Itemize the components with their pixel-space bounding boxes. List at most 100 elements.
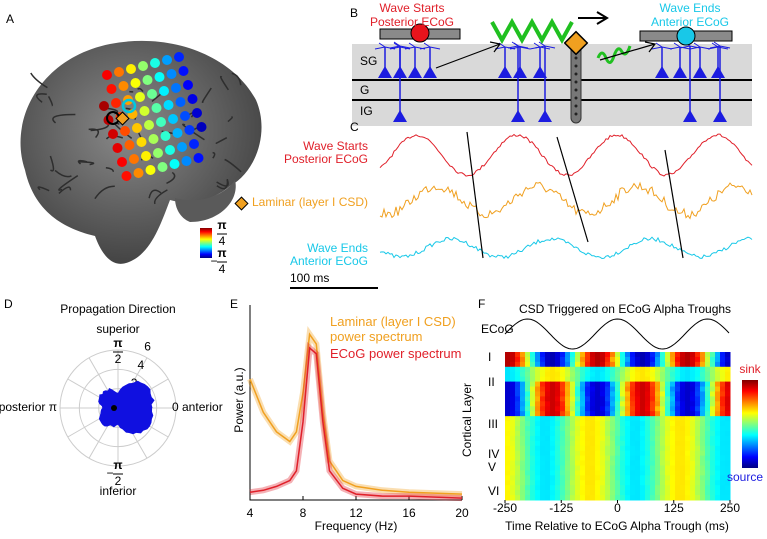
heatmap-cell (660, 401, 666, 407)
heatmap-cell (540, 450, 546, 457)
heatmap-cell (550, 435, 556, 442)
heatmap-cell (560, 430, 566, 437)
heatmap-cell (555, 485, 561, 491)
heatmap-cell (615, 495, 621, 501)
dendrite-tuft (389, 41, 411, 49)
heatmap-cell (700, 485, 706, 491)
heatmap-cell (710, 470, 716, 476)
heatmap-cell (695, 411, 701, 417)
heatmap-cell (590, 381, 596, 388)
heatmap-cell (675, 361, 681, 368)
heatmap-cell (530, 376, 536, 383)
heatmap-cell (685, 421, 691, 427)
heatmap-cell (525, 450, 531, 457)
heatmap-cell (625, 495, 631, 501)
heatmap-cell (625, 485, 631, 491)
heatmap-cell (590, 391, 596, 397)
heatmap-cell (620, 416, 626, 422)
heatmap-cell (660, 386, 666, 392)
heatmap-cell (705, 445, 711, 452)
start-label: Posterior ECoG (370, 15, 454, 29)
heatmap-cell (625, 421, 631, 427)
heatmap-cell (635, 460, 641, 466)
heatmap-cell (650, 470, 656, 476)
heatmap-cell (685, 371, 691, 378)
heatmap-cell (695, 445, 701, 452)
heatmap-cell (700, 475, 706, 481)
heatmap-cell (665, 381, 671, 388)
soma (713, 110, 727, 122)
heatmap-cell (590, 366, 596, 373)
heatmap-cell (660, 470, 666, 476)
heatmap-cell (705, 356, 711, 363)
heatmap-cell (695, 460, 701, 466)
heatmap-cell (695, 430, 701, 437)
heatmap-cell (635, 450, 641, 457)
heatmap-cell (640, 391, 646, 397)
heatmap-cell (525, 356, 531, 363)
heatmap-cell (565, 435, 571, 442)
heatmap-cell (580, 416, 586, 422)
heatmap-cell (540, 396, 546, 402)
heatmap-cell (675, 371, 681, 378)
heatmap-cell (625, 406, 631, 412)
heatmap-cell (530, 381, 536, 388)
heatmap-cell (625, 386, 631, 392)
heatmap-cell (680, 426, 686, 432)
heatmap-cell (710, 406, 716, 412)
heatmap-cell (665, 361, 671, 368)
heatmap-cell (565, 366, 571, 373)
heatmap-cell (540, 416, 546, 422)
heatmap-cell (690, 435, 696, 442)
heatmap-cell (640, 495, 646, 501)
heatmap-cell (585, 371, 591, 378)
heatmap-cell (605, 361, 611, 368)
heatmap-cell (560, 485, 566, 491)
heatmap-cell (605, 416, 611, 422)
heatmap-cell (725, 455, 731, 462)
heatmap-cell (635, 490, 641, 496)
heatmap-cell (555, 406, 561, 412)
heatmap-cell (685, 470, 691, 476)
arrow (599, 41, 657, 61)
heatmap-cell (705, 366, 711, 373)
heatmap-cell (550, 366, 556, 373)
heatmap-cell (715, 361, 721, 368)
series-line (249, 346, 463, 499)
heatmap-cell (585, 396, 591, 402)
heatmap-cell (520, 435, 526, 442)
heatmap-cell (715, 391, 721, 397)
electrode (118, 81, 129, 91)
heatmap-cell (700, 356, 706, 363)
heatmap-cell (600, 450, 606, 457)
heatmap-cell (620, 381, 626, 388)
heatmap-cell (510, 376, 516, 383)
heatmap-cell (645, 361, 651, 368)
heatmap-cell (665, 495, 671, 501)
heatmap-cell (515, 421, 521, 427)
electrode (154, 72, 165, 82)
heatmap-cell (655, 490, 661, 496)
heatmap-cell (570, 470, 576, 476)
heatmap-cell (690, 440, 696, 447)
heatmap-cell (640, 450, 646, 457)
dendrite-tuft (689, 42, 711, 50)
electrode (121, 171, 132, 181)
soma (408, 66, 422, 78)
heatmap-cell (545, 366, 551, 373)
heatmap-cell (595, 445, 601, 452)
heatmap-cell (580, 356, 586, 363)
heatmap-cell (615, 455, 621, 462)
heatmap-cell (510, 455, 516, 462)
heatmap-cell (710, 485, 716, 491)
heatmap-cell (560, 411, 566, 417)
heatmap-cell (620, 386, 626, 392)
heatmap-cell (615, 485, 621, 491)
heatmap-cell (665, 352, 671, 358)
heatmap-cell (690, 495, 696, 501)
heatmap-cell (640, 406, 646, 412)
heatmap-cell (720, 376, 726, 383)
heatmap-cell (660, 371, 666, 378)
heatmap-cell (685, 376, 691, 383)
heatmap-cell (655, 450, 661, 457)
